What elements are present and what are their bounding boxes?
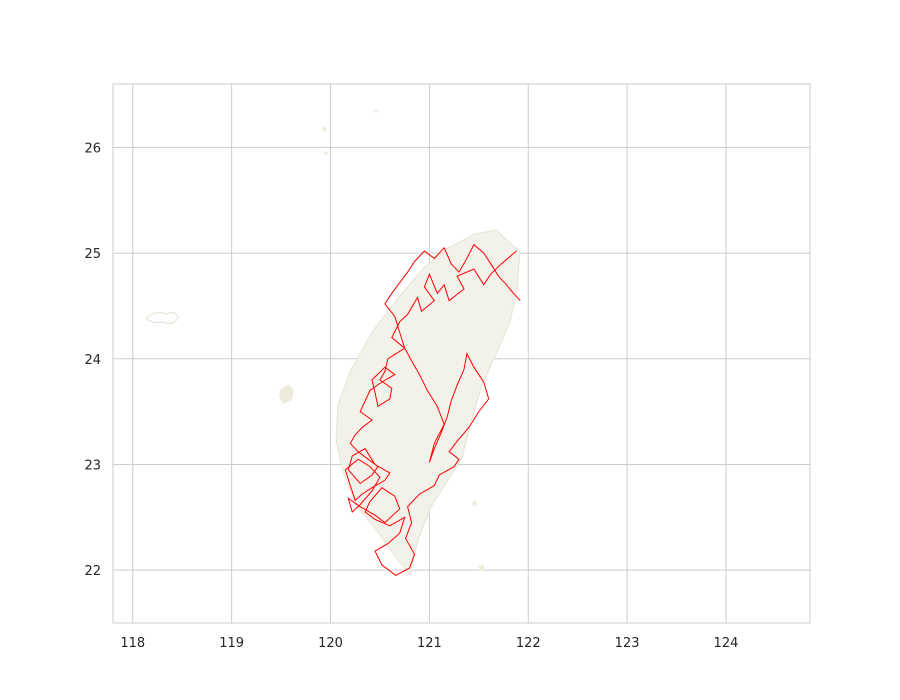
y-tick-label: 22 <box>84 564 101 579</box>
taiwan-basemap <box>145 109 521 577</box>
plot-frame <box>112 83 811 624</box>
y-tick-label: 23 <box>84 458 101 473</box>
y-tick-label: 25 <box>84 247 101 262</box>
route-layer <box>344 243 521 576</box>
taiwan-main-island <box>335 229 521 577</box>
penghu-islands <box>279 384 294 404</box>
x-tick-label: 124 <box>714 636 739 651</box>
y-axis-ticks: 22 23 24 25 26 <box>84 141 101 579</box>
y-tick-label: 26 <box>84 141 101 156</box>
grid-lines <box>113 84 810 623</box>
x-tick-label: 118 <box>120 636 145 651</box>
x-tick-label: 121 <box>417 636 442 651</box>
kinmen-island <box>145 312 179 324</box>
route-line <box>344 243 521 576</box>
x-tick-label: 120 <box>318 636 343 651</box>
y-tick-label: 24 <box>84 353 101 368</box>
green-island <box>472 501 477 506</box>
x-tick-label: 123 <box>615 636 640 651</box>
x-axis-ticks: 118 119 120 121 122 123 124 <box>120 636 738 651</box>
x-tick-label: 119 <box>219 636 244 651</box>
orchid-island <box>478 565 485 571</box>
x-tick-label: 122 <box>516 636 541 651</box>
